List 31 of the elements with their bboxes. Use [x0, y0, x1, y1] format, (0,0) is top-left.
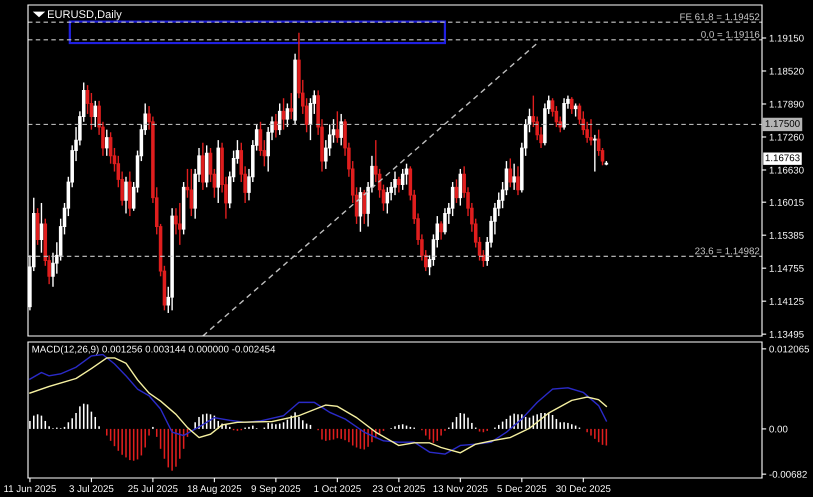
y-tick-label: 1.14755: [770, 265, 804, 272]
y-tick-label: 1.17260: [770, 134, 804, 141]
candlestick: [589, 118, 593, 146]
y-tick-label: 1.14125: [770, 298, 804, 305]
x-tick-label: 25 Jul 2025: [128, 484, 178, 492]
text: 1.16763: [766, 154, 800, 162]
y-tick-label: 1.16015: [770, 198, 804, 206]
chart-title: EURUSD,Daily: [48, 10, 122, 20]
y-tick-label: 1.16630: [770, 166, 804, 174]
y-tick-label: 0.00: [769, 426, 788, 433]
x-tick-label: 5 Dec 2025: [497, 485, 546, 492]
x-tick-label: 18 Aug 2025: [188, 485, 242, 494]
ref-line-label: 1.17500: [766, 120, 800, 128]
y-tick-label: -0.00682: [769, 470, 807, 478]
y-tick-label: 1.15385: [770, 232, 804, 239]
y-tick-label: 1.18520: [770, 68, 804, 75]
x-tick-label: 11 Jun 2025: [4, 485, 56, 492]
ref-line-label: 23.6 = 1.14982: [695, 247, 760, 254]
x-tick-label: 13 Nov 2025: [434, 485, 488, 492]
x-tick-label: 30 Dec 2025: [556, 485, 610, 492]
y-tick-label: 1.19150: [770, 34, 804, 42]
x-tick-label: 23 Oct 2025: [372, 485, 425, 492]
ref-line-label: FE 61.8 = 1.19452: [680, 13, 760, 20]
y-tick-label: 0.012065: [769, 346, 810, 352]
y-tick-label: 1.17890: [770, 100, 804, 108]
chart-title: MACD(12,26,9) 0.001256 0.003144 0.000000 -0.002454: [32, 345, 276, 354]
x-tick-label: 1 Oct 2025: [314, 485, 361, 492]
x-tick-label: 3 Jul 2025: [69, 484, 114, 492]
ref-line-label: 0.0 = 1.19116: [701, 30, 760, 38]
y-tick-label: 1.13495: [770, 330, 804, 338]
x-tick-label: 9 Sep 2025: [251, 485, 300, 494]
